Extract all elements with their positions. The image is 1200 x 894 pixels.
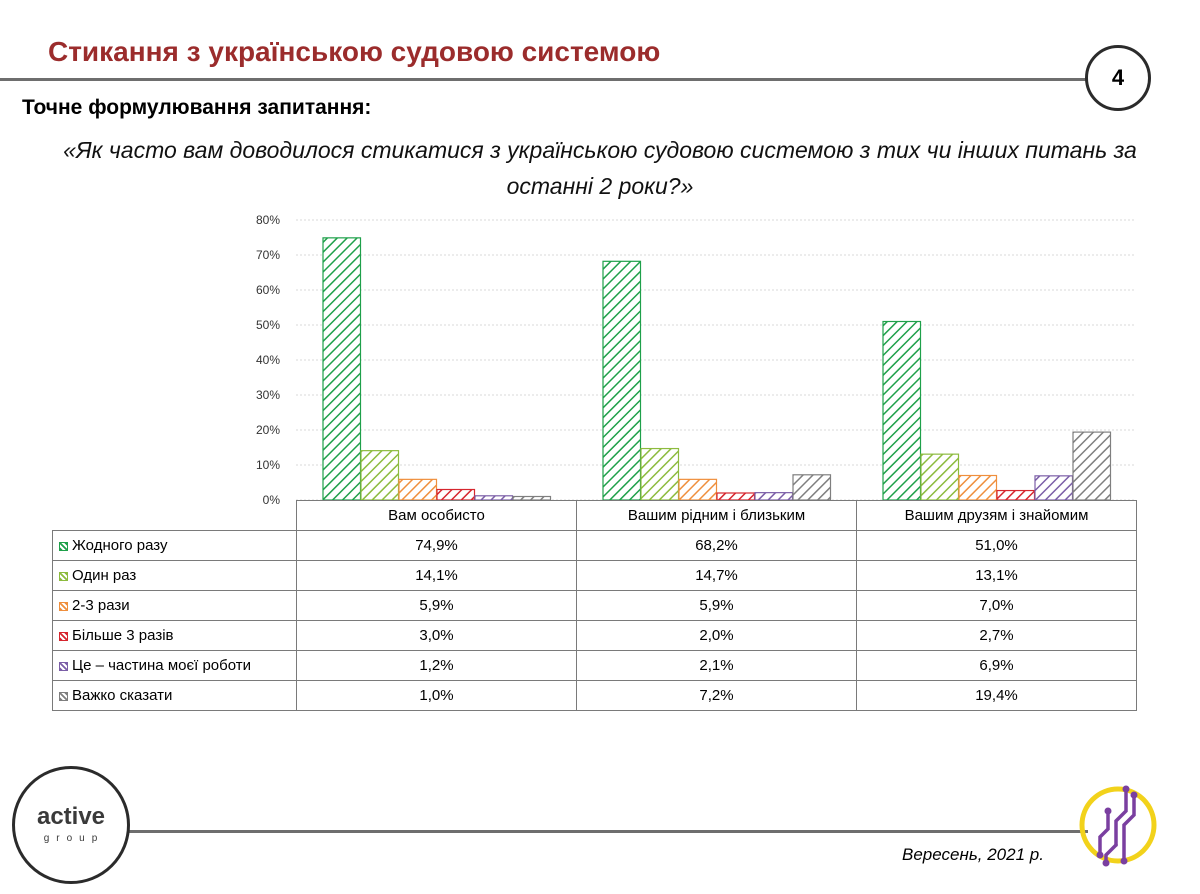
- legend-cell: Це – частина моєї роботи: [52, 650, 297, 681]
- bar: [1034, 475, 1074, 501]
- y-tick-label: 60%: [256, 283, 280, 297]
- report-date: Вересень, 2021 р.: [902, 845, 1044, 864]
- page-number: 4: [1111, 65, 1125, 90]
- value-cell: 51,0%: [856, 530, 1137, 561]
- y-tick-label: 10%: [256, 458, 280, 472]
- table-header-row: Вам особисто Вашим рідним і близьким Ваш…: [52, 500, 1137, 531]
- logo-subtitle: group: [43, 833, 105, 844]
- value-cell: 2,0%: [576, 620, 857, 651]
- value-cell: 14,1%: [296, 560, 577, 591]
- y-tick-label: 70%: [256, 248, 280, 262]
- y-tick-label: 40%: [256, 353, 280, 367]
- value-cell: 7,0%: [856, 590, 1137, 621]
- legend-cell: Один раз: [52, 560, 297, 591]
- category-header: Вашим друзям і знайомим: [856, 500, 1137, 531]
- legend-swatch: [59, 692, 68, 701]
- series-name: Важко сказати: [72, 687, 173, 704]
- question-label: Точне формулювання запитання:: [22, 96, 372, 119]
- value-cell: 7,2%: [576, 680, 857, 711]
- bar: [640, 447, 680, 501]
- category-header: Вам особисто: [296, 500, 577, 531]
- bar: [678, 478, 718, 501]
- header-divider: [0, 78, 1088, 81]
- question-text: «Як часто вам доводилося стикатися з укр…: [63, 137, 1137, 199]
- table-row: 2-3 рази 5,9% 5,9% 7,0%: [52, 590, 1137, 621]
- y-tick-label: 80%: [256, 213, 280, 227]
- legend-swatch: [59, 602, 68, 611]
- series-name: Більше 3 разів: [72, 627, 174, 644]
- value-cell: 3,0%: [296, 620, 577, 651]
- bar: [602, 260, 642, 501]
- legend-swatch: [59, 542, 68, 551]
- value-cell: 1,2%: [296, 650, 577, 681]
- bar: [360, 450, 400, 501]
- bar: [754, 492, 794, 501]
- value-cell: 6,9%: [856, 650, 1137, 681]
- value-cell: 13,1%: [856, 560, 1137, 591]
- value-cell: 1,0%: [296, 680, 577, 711]
- value-cell: 74,9%: [296, 530, 577, 561]
- page-number-badge: 4: [1085, 45, 1151, 111]
- bar: [436, 488, 476, 501]
- table-row: Один раз 14,1% 14,7% 13,1%: [52, 560, 1137, 591]
- bar: [716, 492, 756, 501]
- y-tick-label: 50%: [256, 318, 280, 332]
- value-cell: 5,9%: [296, 590, 577, 621]
- footer-divider: [128, 830, 1088, 833]
- legend-cell: Важко сказати: [52, 680, 297, 711]
- circuit-logo-icon: [1079, 785, 1157, 867]
- table-row: Жодного разу 74,9% 68,2% 51,0%: [52, 530, 1137, 561]
- value-cell: 2,7%: [856, 620, 1137, 651]
- y-tick-label: 20%: [256, 423, 280, 437]
- series-name: Один раз: [72, 567, 137, 584]
- logo-word: active: [36, 803, 106, 830]
- active-group-logo: active group: [12, 766, 130, 884]
- bar: [398, 478, 438, 501]
- legend-swatch: [59, 632, 68, 641]
- series-name: Це – частина моєї роботи: [72, 657, 251, 674]
- legend-swatch: [59, 662, 68, 671]
- legend-cell: Більше 3 разів: [52, 620, 297, 651]
- table-row: Більше 3 разів 3,0% 2,0% 2,7%: [52, 620, 1137, 651]
- slide-title: Стикання з українською судовою системою: [48, 36, 661, 67]
- legend-cell: Жодного разу: [52, 530, 297, 561]
- value-cell: 14,7%: [576, 560, 857, 591]
- bar: [882, 320, 922, 501]
- bar: [996, 489, 1036, 501]
- bar-chart: 0%10%20%30%40%50%60%70%80%: [256, 213, 1136, 507]
- value-cell: 5,9%: [576, 590, 857, 621]
- y-tick-label: 30%: [256, 388, 280, 402]
- legend-cell: 2-3 рази: [52, 590, 297, 621]
- bar: [920, 453, 960, 501]
- value-cell: 68,2%: [576, 530, 857, 561]
- table-row: Важко сказати 1,0% 7,2% 19,4%: [52, 680, 1137, 711]
- series-name: 2-3 рази: [72, 597, 130, 614]
- table-corner: [52, 500, 297, 531]
- value-cell: 2,1%: [576, 650, 857, 681]
- category-header: Вашим рідним і близьким: [576, 500, 857, 531]
- series-name: Жодного разу: [72, 537, 168, 554]
- table-row: Це – частина моєї роботи 1,2% 2,1% 6,9%: [52, 650, 1137, 681]
- bar: [1072, 431, 1112, 501]
- value-cell: 19,4%: [856, 680, 1137, 711]
- bar: [792, 474, 832, 501]
- bar: [958, 474, 998, 501]
- bar: [322, 237, 362, 501]
- data-table: Вам особисто Вашим рідним і близьким Ваш…: [52, 500, 1137, 711]
- legend-swatch: [59, 572, 68, 581]
